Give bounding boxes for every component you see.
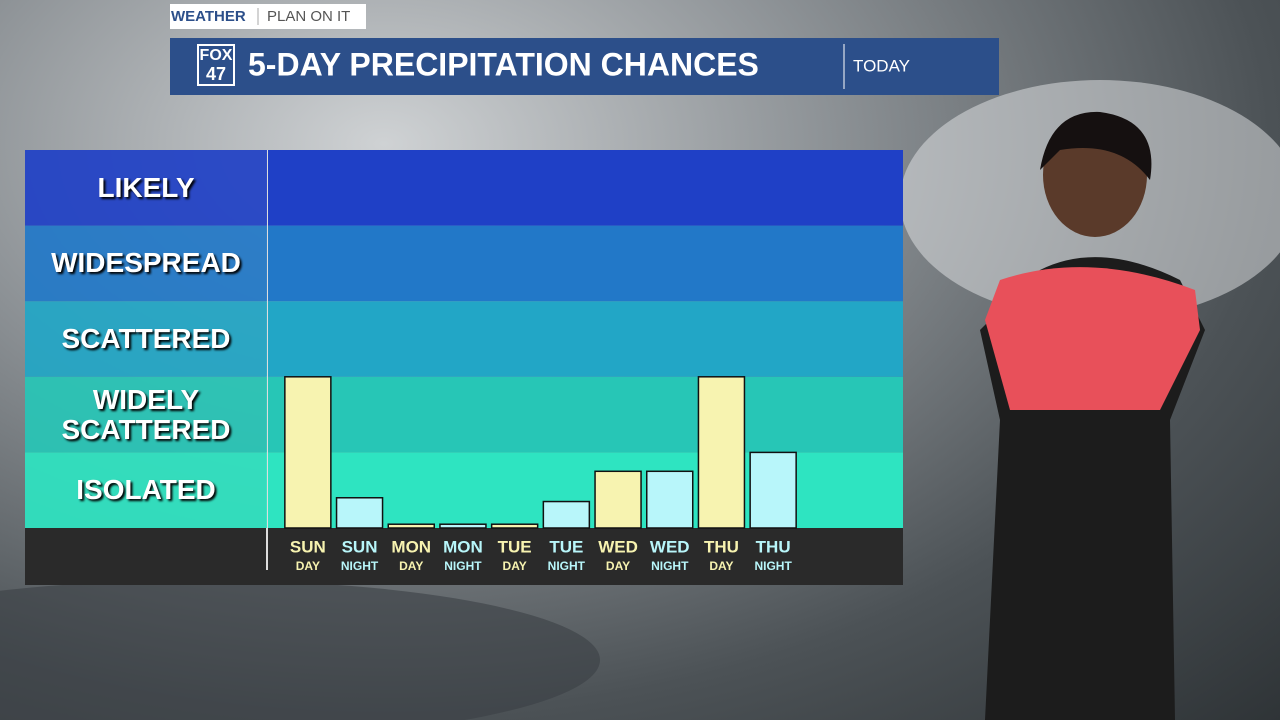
y-tick-label: WIDESPREAD — [51, 247, 241, 279]
x-tick-label: WED — [650, 537, 690, 556]
x-tick-sublabel: DAY — [399, 559, 423, 573]
logo-bottom: 47 — [206, 64, 226, 84]
band-label-bg — [25, 376, 267, 453]
x-tick-sublabel: NIGHT — [444, 559, 482, 573]
band-label-bg — [25, 225, 267, 302]
bar — [594, 470, 642, 529]
cloud — [0, 580, 600, 720]
title-bar — [170, 38, 999, 95]
x-tick-label: TUE — [498, 537, 532, 556]
x-tick-label: THU — [704, 537, 739, 556]
band — [268, 225, 903, 302]
x-tick-label: SUN — [342, 537, 378, 556]
chart-title: 5-DAY PRECIPITATION CHANCES — [248, 46, 759, 82]
y-tick-label: ISOLATED — [76, 474, 216, 506]
section-tag — [170, 4, 366, 29]
logo-top: FOX — [200, 47, 233, 64]
x-tick-label: MON — [391, 537, 431, 556]
x-tick-sublabel: DAY — [503, 559, 527, 573]
bar — [335, 497, 384, 529]
tagline: PLAN ON IT — [267, 8, 350, 25]
bar — [697, 376, 746, 529]
x-tick-label: WED — [598, 537, 638, 556]
x-tick-sublabel: NIGHT — [341, 559, 379, 573]
bar — [387, 523, 435, 529]
y-tick-label: SCATTERED — [61, 322, 231, 354]
x-tick-sublabel: DAY — [296, 559, 320, 573]
bar — [646, 470, 694, 529]
x-tick-label: MON — [443, 537, 483, 556]
logo — [197, 44, 235, 86]
y-tick-label: LIKELY — [97, 171, 195, 203]
band — [268, 301, 903, 377]
band — [268, 376, 903, 453]
x-tick-sublabel: NIGHT — [754, 559, 792, 573]
bar — [490, 523, 539, 529]
presenter-top — [985, 267, 1200, 410]
x-tick-label: THU — [756, 537, 791, 556]
y-tick-label: WIDELY SCATTERED — [61, 383, 231, 445]
x-axis-strip — [25, 528, 903, 585]
badge: TODAY — [853, 56, 910, 75]
x-tick-label: TUE — [549, 537, 583, 556]
x-tick-sublabel: NIGHT — [548, 559, 586, 573]
band-label-bg — [25, 452, 267, 528]
presenter-hair — [1040, 111, 1152, 180]
bar — [749, 451, 797, 529]
band — [268, 150, 903, 226]
band-label-bg — [25, 150, 267, 226]
bar — [284, 376, 332, 529]
bar — [542, 500, 591, 529]
x-tick-sublabel: DAY — [709, 559, 733, 573]
section: WEATHER — [171, 8, 246, 25]
x-tick-sublabel: DAY — [606, 559, 630, 573]
bar — [439, 523, 487, 529]
x-tick-sublabel: NIGHT — [651, 559, 689, 573]
band-label-bg — [25, 301, 267, 377]
x-tick-label: SUN — [290, 537, 326, 556]
